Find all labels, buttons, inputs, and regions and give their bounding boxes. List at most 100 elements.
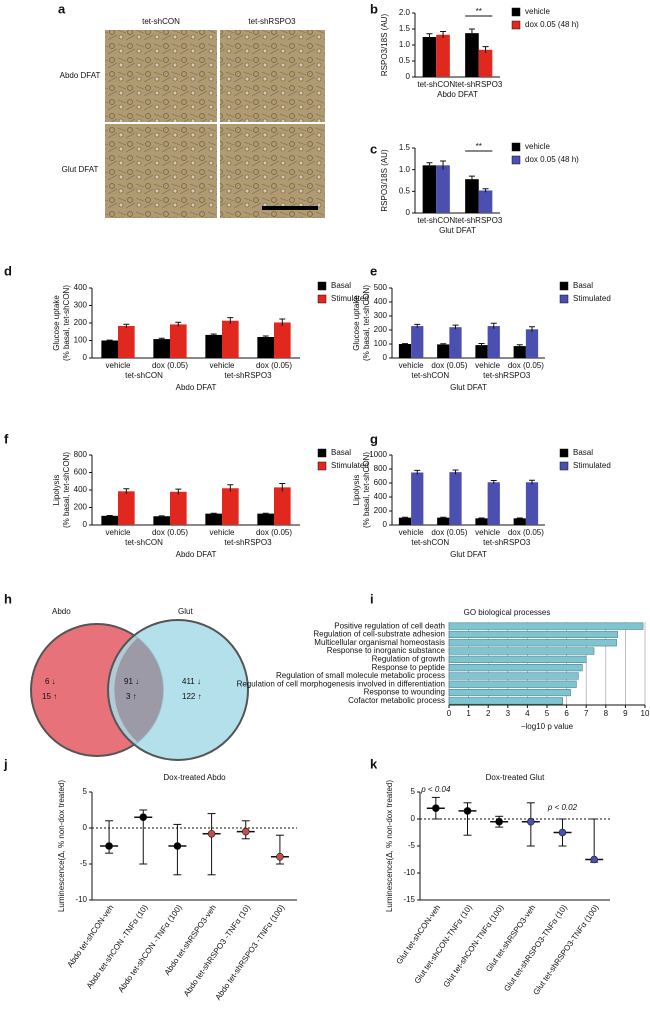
- error-bar: [482, 46, 489, 53]
- median-marker: [276, 852, 284, 861]
- column-label: tet-shRSPO3: [248, 17, 296, 26]
- x-tick-label: vehicle: [475, 528, 500, 537]
- x-tick-label: 2: [486, 709, 491, 718]
- median-marker: [527, 817, 535, 826]
- bar: [513, 518, 526, 525]
- bar: [448, 630, 618, 639]
- median-marker: [463, 807, 472, 815]
- panel-letter: d: [4, 263, 12, 278]
- group-label: tet-shCON: [411, 538, 449, 547]
- bar: [118, 325, 135, 358]
- venn-count: 122 ↑: [182, 692, 202, 701]
- x-tick-label: vehicle: [210, 528, 235, 537]
- y-tick-label: 1.5: [399, 143, 411, 152]
- legend-label: Stimulated: [331, 461, 369, 470]
- x-tick-label: vehicle: [399, 361, 424, 370]
- bar: [101, 515, 118, 525]
- group-label: tet-shRSPO3: [224, 371, 272, 380]
- bar: [449, 472, 462, 525]
- y-axis-label: Luminescence(Δ, % non-dox treated): [57, 780, 66, 912]
- group-label: tet-shRSPO3: [224, 538, 272, 547]
- x-tick-label: 0: [447, 709, 452, 718]
- error-bar: [426, 162, 433, 168]
- y-tick-label: 1.0: [399, 40, 411, 49]
- bar: [487, 326, 500, 358]
- legend-swatch: [317, 294, 327, 304]
- panel-letter: i: [370, 591, 374, 606]
- x-tick-label: Glut tet-shRSPO3-TNFα (100): [531, 903, 600, 997]
- y-tick-label: 400: [374, 297, 388, 306]
- category-label: Response to inorganic substance: [327, 646, 446, 655]
- scale-bar: [262, 206, 318, 210]
- bar: [525, 482, 539, 525]
- x-axis-label: Abdo DFAT: [437, 90, 478, 99]
- error-bar: [175, 321, 182, 327]
- y-tick-label: 5: [83, 787, 88, 796]
- x-tick-label: Abdo tet-shRSPO3 -TNFα (10): [182, 903, 252, 998]
- bar: [475, 345, 488, 358]
- y-tick-label: 300: [74, 301, 88, 310]
- bar: [205, 513, 222, 525]
- y-tick-label: 0: [83, 823, 88, 832]
- micrograph: [105, 124, 217, 218]
- error-bar: [478, 342, 485, 347]
- y-tick-label: -10: [75, 895, 87, 904]
- error-bar: [175, 488, 182, 495]
- error-bar: [262, 512, 269, 515]
- error-bar: [414, 469, 421, 475]
- bar: [448, 647, 595, 655]
- group-label: tet-shRSPO3: [483, 538, 531, 547]
- y-tick-label: 600: [74, 468, 88, 477]
- panel-letter: h: [4, 591, 12, 606]
- bar: [448, 622, 644, 630]
- bar: [448, 697, 563, 705]
- group-label: tet-shRSPO3: [483, 371, 531, 380]
- median-marker: [207, 829, 216, 838]
- set-label: Abdo: [52, 607, 71, 616]
- error-bar: [158, 337, 165, 340]
- error-bar: [158, 515, 165, 517]
- error-bar: [468, 175, 475, 183]
- x-axis-label: Glut DFAT: [450, 550, 487, 559]
- median-marker: [173, 842, 182, 850]
- legend-swatch: [317, 461, 327, 471]
- significance: **: [476, 142, 482, 151]
- micrograph: [220, 30, 325, 122]
- error-bar: [516, 517, 523, 519]
- x-axis-label: Abdo DFAT: [176, 383, 217, 392]
- y-axis-label: (% basal, tet-shCON): [362, 285, 371, 361]
- legend-label: vehicle: [525, 142, 550, 151]
- venn-count: 15 ↑: [42, 692, 57, 701]
- bar: [257, 513, 274, 525]
- error-bar: [490, 480, 497, 485]
- bar: [222, 488, 239, 525]
- x-tick-label: 6: [564, 709, 569, 718]
- panel-letter: g: [370, 431, 378, 446]
- legend-label: Stimulated: [331, 294, 369, 303]
- y-tick-label: 100: [374, 339, 388, 348]
- x-tick-label: dox (0.05): [152, 361, 188, 370]
- venn-count: 6 ↓: [45, 677, 56, 686]
- y-tick-label: -10: [403, 868, 415, 877]
- error-bar: [123, 323, 130, 328]
- bar: [448, 672, 579, 680]
- y-axis-label: RSPO3/18S (AU): [380, 149, 389, 212]
- y-tick-label: 200: [74, 318, 88, 327]
- y-tick-label: 0: [383, 520, 388, 529]
- y-axis-label: (% basal, tet-shCON): [362, 452, 371, 528]
- error-bar: [440, 343, 447, 346]
- error-bar: [528, 326, 535, 332]
- bar: [205, 334, 222, 358]
- bar: [525, 329, 539, 358]
- panel-letter: c: [370, 141, 377, 156]
- x-axis-label: Glut DFAT: [439, 226, 476, 235]
- y-tick-label: 0.5: [399, 56, 411, 65]
- panel-letter: a: [58, 1, 66, 16]
- bar: [422, 37, 437, 77]
- x-tick-label: Abdo tet-shRSPO3 -TNFα (100): [214, 903, 287, 1002]
- bar: [274, 322, 291, 358]
- error-bar: [279, 318, 286, 326]
- x-tick-label: 9: [623, 709, 628, 718]
- chart-title: GO biological processes: [464, 608, 551, 617]
- x-axis-label: −log10 p value: [521, 722, 574, 731]
